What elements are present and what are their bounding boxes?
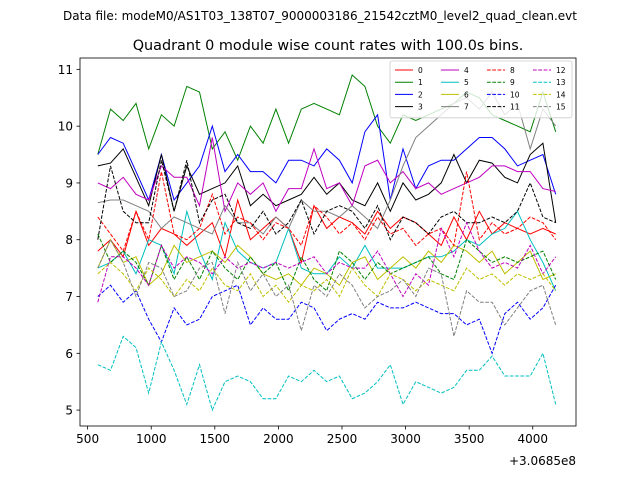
legend-label-14: 14 <box>556 90 566 99</box>
legend-label-15: 15 <box>556 103 566 112</box>
series-line-15 <box>97 238 557 337</box>
legend-label-5: 5 <box>464 78 469 87</box>
y-tick-label: 8 <box>65 233 73 247</box>
x-tick-label: 3500 <box>454 432 485 446</box>
legend-label-8: 8 <box>510 66 515 75</box>
y-tick-label: 5 <box>65 404 73 418</box>
legend-label-9: 9 <box>510 78 515 87</box>
series-line-2 <box>97 113 557 202</box>
x-tick-label: 2000 <box>263 432 294 446</box>
legend-label-13: 13 <box>556 78 566 87</box>
x-axis: 500 1000 1500 2000 2500 3000 3500 4000 <box>76 426 548 446</box>
x-tick-label: 1000 <box>136 432 167 446</box>
x-tick-label: 500 <box>76 432 99 446</box>
legend-label-10: 10 <box>510 90 520 99</box>
figure-suptitle: Data file: modeM0/AS1T03_138T07_90000031… <box>63 9 577 23</box>
series-line-12 <box>97 221 557 303</box>
series-line-0 <box>97 198 556 265</box>
y-tick-label: 7 <box>65 290 73 304</box>
x-tick-label: 2500 <box>327 432 358 446</box>
y-axis: 5 6 7 8 9 10 11 <box>58 63 80 418</box>
legend-label-7: 7 <box>464 103 469 112</box>
y-tick-label: 10 <box>58 120 73 134</box>
legend-label-12: 12 <box>556 66 566 75</box>
x-tick-label: 1500 <box>200 432 231 446</box>
legend-label-1: 1 <box>418 78 423 87</box>
y-tick-label: 11 <box>58 63 73 77</box>
series-layer <box>97 74 557 412</box>
x-offset-label: +3.0685e8 <box>509 454 576 468</box>
y-tick-label: 6 <box>65 347 73 361</box>
axes-frame <box>79 57 577 427</box>
legend-frame <box>389 60 573 119</box>
series-line-4 <box>97 137 556 214</box>
y-tick-label: 9 <box>65 176 73 190</box>
legend-label-0: 0 <box>418 66 423 75</box>
legend-label-11: 11 <box>510 103 520 112</box>
chart-title: Quadrant 0 module wise count rates with … <box>133 38 524 54</box>
x-tick-label: 4000 <box>517 432 548 446</box>
legend-label-4: 4 <box>464 66 469 75</box>
series-line-8 <box>97 171 557 253</box>
series-line-11 <box>97 160 556 241</box>
series-line-13 <box>97 335 557 412</box>
legend-label-3: 3 <box>418 103 423 112</box>
legend-label-6: 6 <box>464 90 469 99</box>
x-tick-label: 3000 <box>390 432 421 446</box>
plot-area: 500 1000 1500 2000 2500 3000 3500 4000 56789101… <box>58 57 577 468</box>
series-line-10 <box>97 284 557 355</box>
legend-label-2: 2 <box>418 90 423 99</box>
